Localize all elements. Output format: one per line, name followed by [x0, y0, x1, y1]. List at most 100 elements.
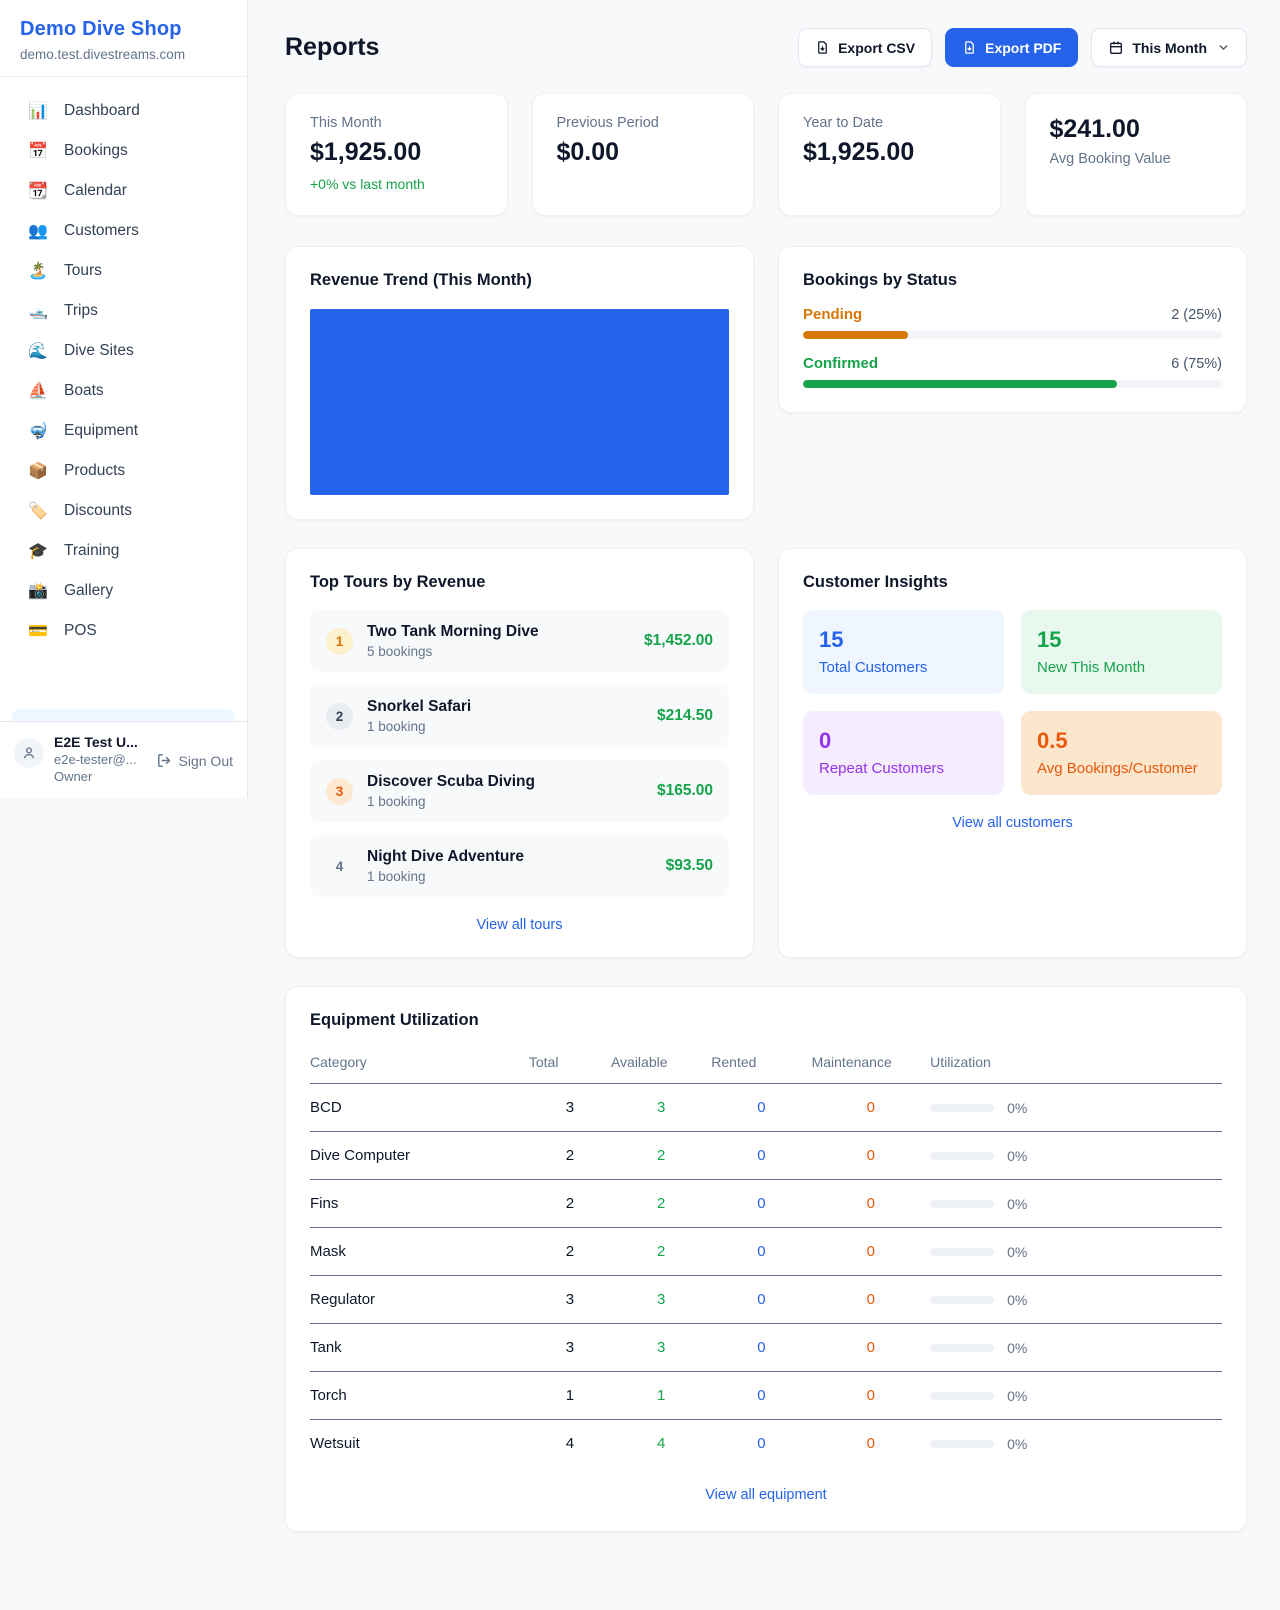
period-label: This Month [1132, 39, 1207, 56]
utilization-track [930, 1199, 995, 1208]
equipment-category: Tank [310, 1323, 529, 1372]
equipment-rented: 0 [711, 1131, 812, 1180]
bookings-by-status-title: Bookings by Status [803, 271, 958, 289]
tour-info: Snorkel Safari 1 booking [367, 698, 643, 734]
equipment-maintenance: 0 [811, 1083, 931, 1132]
sidebar-item-products[interactable]: 📦 Products [12, 451, 235, 491]
equipment-category: Wetsuit [310, 1435, 360, 1452]
sidebar-item-label: POS [64, 622, 97, 639]
island-icon: 🏝️ [28, 263, 48, 280]
sidebar-item-gallery[interactable]: 📸 Gallery [12, 571, 235, 611]
customer-insights-title: Customer Insights [803, 573, 948, 591]
revenue-trend-chart [310, 309, 729, 495]
charts-row: Revenue Trend (This Month) Bookings by S… [285, 246, 1247, 520]
export-pdf-label: Export PDF [985, 39, 1062, 56]
view-all-tours-link[interactable]: View all tours [476, 917, 563, 933]
sailboat-icon: ⛵ [28, 383, 48, 400]
column-header-total: Total [528, 1046, 611, 1084]
equipment-total: 4 [565, 1435, 575, 1452]
utilization-percent: 0% [1007, 1147, 1028, 1164]
sidebar-item-dashboard[interactable]: 📊 Dashboard [12, 91, 235, 131]
motorboat-icon: 🛥️ [28, 303, 48, 320]
sidebar-item-label: Calendar [64, 182, 127, 199]
view-all-equipment-link[interactable]: View all equipment [705, 1487, 827, 1503]
column-header-available: Available [610, 1046, 712, 1084]
equipment-category: Dive Computer [310, 1131, 529, 1180]
insight-label: New This Month [1037, 659, 1146, 676]
sidebar-item-label: Dashboard [64, 102, 140, 119]
equipment-maintenance: 0 [811, 1131, 931, 1180]
revenue-trend-card: Revenue Trend (This Month) [285, 246, 754, 520]
diving-mask-icon: 🤿 [28, 423, 48, 440]
sidebar-item-calendar[interactable]: 📆 Calendar [12, 171, 235, 211]
insight-value: 15 [1037, 627, 1062, 652]
status-line: Confirmed 6 (75%) [803, 355, 1222, 372]
utilization-track [930, 1103, 995, 1112]
equipment-total: 3 [528, 1083, 611, 1132]
equipment-utilization-card: Equipment Utilization Category Total Avail… [285, 986, 1247, 1532]
export-csv-button[interactable]: Export CSV [798, 28, 933, 67]
equipment-available: 2 [610, 1131, 712, 1180]
top-tours-title: Top Tours by Revenue [310, 573, 486, 591]
equipment-rented: 0 [711, 1371, 812, 1420]
status-count: 2 (25%) [1171, 307, 1222, 323]
sidebar-item-dive-sites[interactable]: 🌊 Dive Sites [12, 331, 235, 371]
equipment-utilization: 0% [930, 1179, 1222, 1228]
tour-revenue: $214.50 [656, 707, 713, 724]
equipment-category: Mask [310, 1227, 529, 1276]
user-email: e2e-tester@... [54, 752, 137, 767]
equipment-available: 3 [610, 1275, 712, 1324]
tour-row: 3 Discover Scuba Diving 1 booking $165.00 [310, 760, 729, 822]
stat-label: This Month [310, 115, 382, 131]
period-dropdown[interactable]: This Month [1091, 28, 1247, 67]
utilization-cell: 0% [930, 1340, 1222, 1356]
tour-info: Discover Scuba Diving 1 booking [367, 773, 643, 809]
sidebar-item-label: Gallery [64, 582, 114, 599]
customer-insights-card: Customer Insights 15 Total Customers 15 New… [778, 548, 1247, 958]
column-header-maintenance: Maintenance [811, 1046, 931, 1084]
tour-info: Night Dive Adventure 1 booking [367, 848, 652, 884]
stat-value: $1,925.00 [803, 138, 915, 166]
sidebar-item-pos[interactable]: 💳 POS [12, 611, 235, 651]
utilization-cell: 0% [930, 1196, 1222, 1212]
sidebar-item-tours[interactable]: 🏝️ Tours [12, 251, 235, 291]
status-label: Confirmed [803, 355, 878, 372]
tours-list: 1 Two Tank Morning Dive 5 bookings $1,452.0… [310, 610, 729, 897]
view-all-customers-link[interactable]: View all customers [952, 815, 1073, 831]
column-header-category: Category [310, 1046, 529, 1084]
tour-revenue: $1,452.00 [644, 632, 713, 649]
equipment-available: 3 [610, 1083, 712, 1132]
sidebar-item-customers[interactable]: 👥 Customers [12, 211, 235, 251]
sidebar-item-discounts[interactable]: 🏷️ Discounts [12, 491, 235, 531]
sidebar-item-reports-partial[interactable] [12, 709, 235, 721]
insight-value: 0.5 [1037, 728, 1068, 753]
equipment-available: 4 [656, 1435, 666, 1452]
sidebar-item-label: Customers [64, 222, 139, 239]
tour-name: Discover Scuba Diving [367, 773, 535, 790]
equipment-utilization: 0% [930, 1371, 1222, 1420]
tour-bookings-count: 1 booking [367, 869, 426, 884]
sidebar-item-training[interactable]: 🎓 Training [12, 531, 235, 571]
equipment-table-header: Category Total Available Rented Maintenance U… [310, 1046, 1222, 1084]
sidebar-item-boats[interactable]: ⛵ Boats [12, 371, 235, 411]
equipment-maintenance: 0 [866, 1435, 876, 1452]
equipment-category: Torch [310, 1371, 529, 1420]
status-progress-track [803, 331, 1222, 339]
tour-row: 4 Night Dive Adventure 1 booking $93.50 [310, 835, 729, 897]
sign-out-button[interactable]: Sign Out [156, 752, 233, 769]
people-icon: 👥 [28, 223, 48, 240]
sidebar-item-label: Discounts [64, 502, 133, 519]
column-header-rented: Rented [711, 1046, 812, 1084]
utilization-percent: 0% [1007, 1339, 1028, 1356]
stat-label: Avg Booking Value [1049, 151, 1171, 167]
equipment-maintenance: 0 [811, 1179, 931, 1228]
sidebar-item-equipment[interactable]: 🤿 Equipment [12, 411, 235, 451]
stat-card: This Month $1,925.00 +0% vs last month [285, 93, 508, 216]
insight-label: Repeat Customers [819, 760, 945, 777]
sidebar-item-bookings[interactable]: 📅 Bookings [12, 131, 235, 171]
export-pdf-button[interactable]: Export PDF [945, 28, 1079, 67]
equipment-utilization: 0% [930, 1227, 1222, 1276]
sidebar-item-trips[interactable]: 🛥️ Trips [12, 291, 235, 331]
insight-tile: 0 Repeat Customers [803, 711, 1004, 795]
equipment-rented: 0 [711, 1227, 812, 1276]
